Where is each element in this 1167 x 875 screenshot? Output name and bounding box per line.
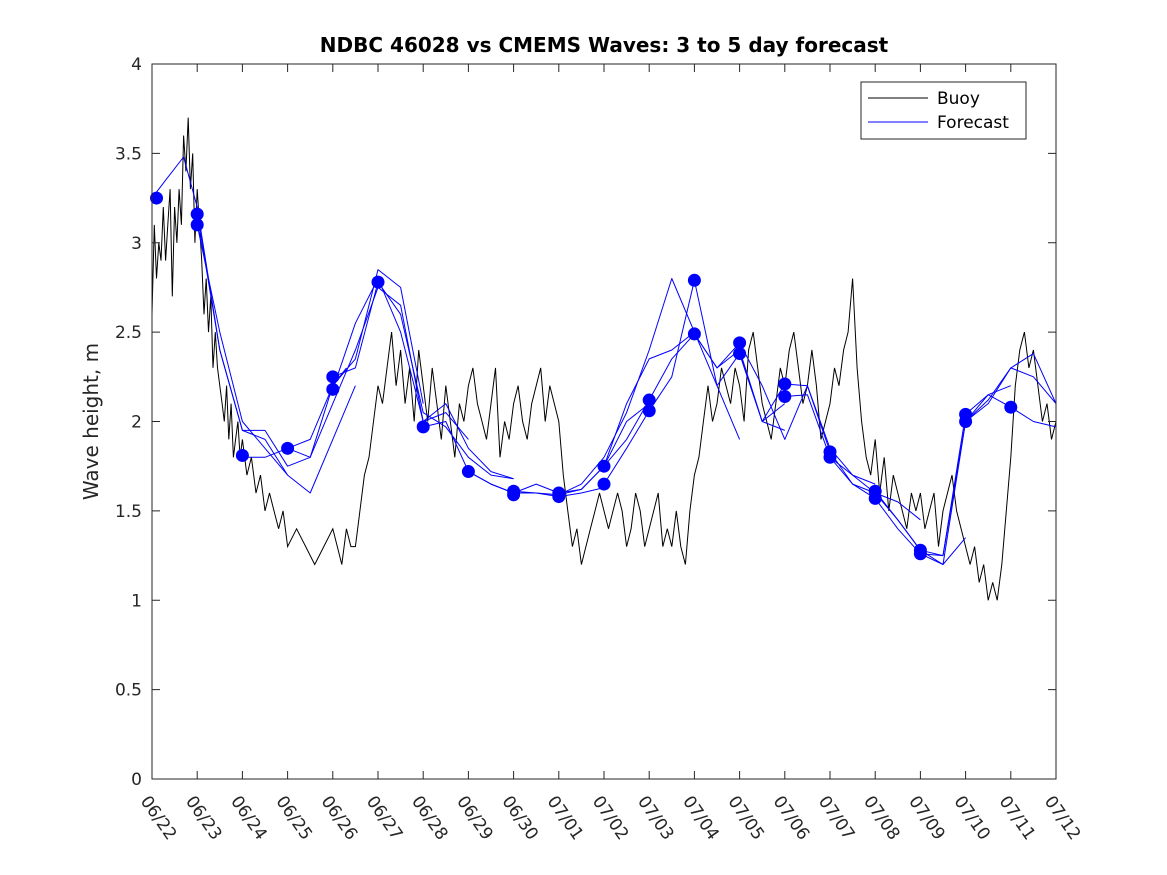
forecast-series-line bbox=[965, 367, 1057, 422]
legend-box bbox=[860, 81, 1027, 140]
forecast-marker bbox=[823, 450, 837, 464]
forecast-marker bbox=[326, 382, 340, 396]
y-tick-label: 3 bbox=[131, 234, 142, 254]
forecast-series-line bbox=[196, 214, 347, 467]
legend-label-buoy: Buoy bbox=[937, 89, 980, 109]
forecast-marker bbox=[868, 491, 882, 505]
forecast-series-line bbox=[513, 278, 695, 496]
legend-label-forecast: Forecast bbox=[937, 113, 1009, 133]
buoy-series-line bbox=[151, 117, 1057, 601]
forecast-series-line bbox=[558, 331, 741, 496]
forecast-marker bbox=[281, 441, 295, 455]
forecast-marker bbox=[190, 207, 204, 221]
forecast-marker bbox=[778, 389, 792, 403]
forecast-marker bbox=[959, 415, 973, 428]
y-tick-label: 2 bbox=[131, 413, 142, 433]
forecast-marker bbox=[642, 393, 656, 407]
plot-area bbox=[152, 64, 1056, 779]
forecast-marker bbox=[642, 404, 656, 418]
legend: Buoy Forecast bbox=[860, 81, 1027, 140]
forecast-marker bbox=[416, 420, 430, 434]
forecast-marker bbox=[597, 477, 611, 491]
y-tick-label: 0.5 bbox=[115, 681, 142, 701]
forecast-marker bbox=[461, 465, 475, 479]
y-axis-label: Wave height, m bbox=[79, 343, 103, 500]
y-tick-label: 3.5 bbox=[115, 144, 142, 164]
y-tick-label: 2.5 bbox=[115, 323, 142, 343]
forecast-series-line bbox=[693, 333, 876, 485]
forecast-marker bbox=[687, 273, 701, 287]
y-tick-label: 1 bbox=[131, 591, 142, 611]
forecast-marker bbox=[326, 370, 340, 384]
forecast-marker bbox=[552, 490, 566, 504]
forecast-marker bbox=[1004, 400, 1018, 414]
forecast-series-line bbox=[332, 281, 514, 480]
forecast-marker bbox=[150, 191, 164, 205]
y-tick-label: 4 bbox=[131, 55, 142, 75]
forecast-marker bbox=[733, 347, 747, 361]
forecast-marker bbox=[778, 377, 792, 391]
series-layer bbox=[150, 117, 1057, 601]
forecast-marker bbox=[597, 459, 611, 473]
forecast-series-line bbox=[196, 224, 356, 494]
forecast-marker bbox=[733, 336, 747, 350]
forecast-marker bbox=[190, 218, 204, 232]
chart-title: NDBC 46028 vs CMEMS Waves: 3 to 5 day fo… bbox=[320, 33, 889, 57]
forecast-marker bbox=[371, 275, 385, 289]
forecast-marker bbox=[507, 488, 521, 502]
y-tick-label: 1.5 bbox=[115, 502, 142, 522]
forecast-marker bbox=[235, 448, 249, 462]
forecast-marker bbox=[687, 327, 701, 341]
forecast-series-line bbox=[920, 353, 1057, 565]
y-tick-label: 0 bbox=[131, 770, 142, 790]
forecast-marker bbox=[913, 547, 927, 561]
